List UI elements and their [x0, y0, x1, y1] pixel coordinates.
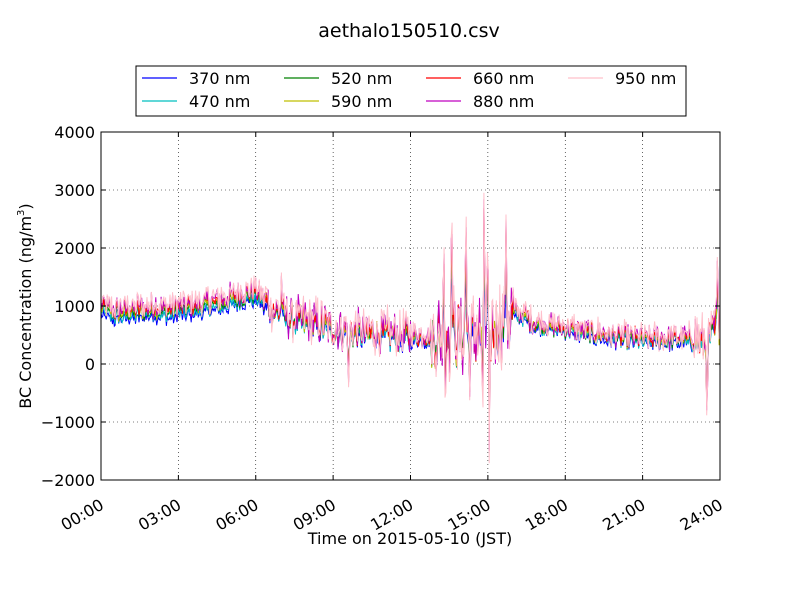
chart-title: aethalo150510.csv [318, 20, 500, 42]
y-tick-label: 1000 [54, 297, 95, 316]
series-layer [100, 192, 721, 464]
legend: 370 nm 470 nm 520 nm 590 nm 660 nm 880 nm 950 … [135, 65, 687, 117]
x-tick-label: 00:00 [58, 495, 107, 535]
x-tick-label: 06:00 [212, 495, 261, 535]
y-tick-label: 2000 [54, 239, 95, 258]
series-line-950-nm [100, 192, 721, 464]
legend-label: 370 nm [189, 69, 250, 88]
y-axis-label-close: ) [16, 203, 35, 209]
y-tick-labels: 4000 3000 2000 1000 0 −1000 −2000 [41, 123, 95, 490]
legend-label: 880 nm [473, 92, 534, 111]
legend-entries: 370 nm 470 nm 520 nm 590 nm 660 nm 880 nm 950 … [142, 69, 676, 111]
y-axis-label-superscript: 3 [16, 210, 27, 216]
y-tick-label: −2000 [41, 471, 95, 490]
legend-label: 520 nm [331, 69, 392, 88]
legend-label: 950 nm [615, 69, 676, 88]
y-tick-label: 3000 [54, 181, 95, 200]
legend-frame [135, 65, 687, 117]
legend-label: 470 nm [189, 92, 250, 111]
y-tick-label: −1000 [41, 413, 95, 432]
legend-label: 590 nm [331, 92, 392, 111]
y-tick-label: 4000 [54, 123, 95, 142]
y-axis-label-main: BC Concentration (ng/m [16, 216, 35, 409]
legend-label: 660 nm [473, 69, 534, 88]
x-tick-label: 18:00 [522, 495, 571, 535]
x-tick-label: 21:00 [599, 495, 648, 535]
axis-ticks [100, 131, 721, 481]
y-tick-label: 0 [85, 355, 95, 374]
x-tick-label: 03:00 [135, 495, 184, 535]
x-tick-label: 24:00 [677, 495, 726, 535]
x-axis-label: Time on 2015-05-10 (JST) [307, 529, 512, 548]
y-axis-label: BC Concentration (ng/m3) [16, 203, 35, 408]
